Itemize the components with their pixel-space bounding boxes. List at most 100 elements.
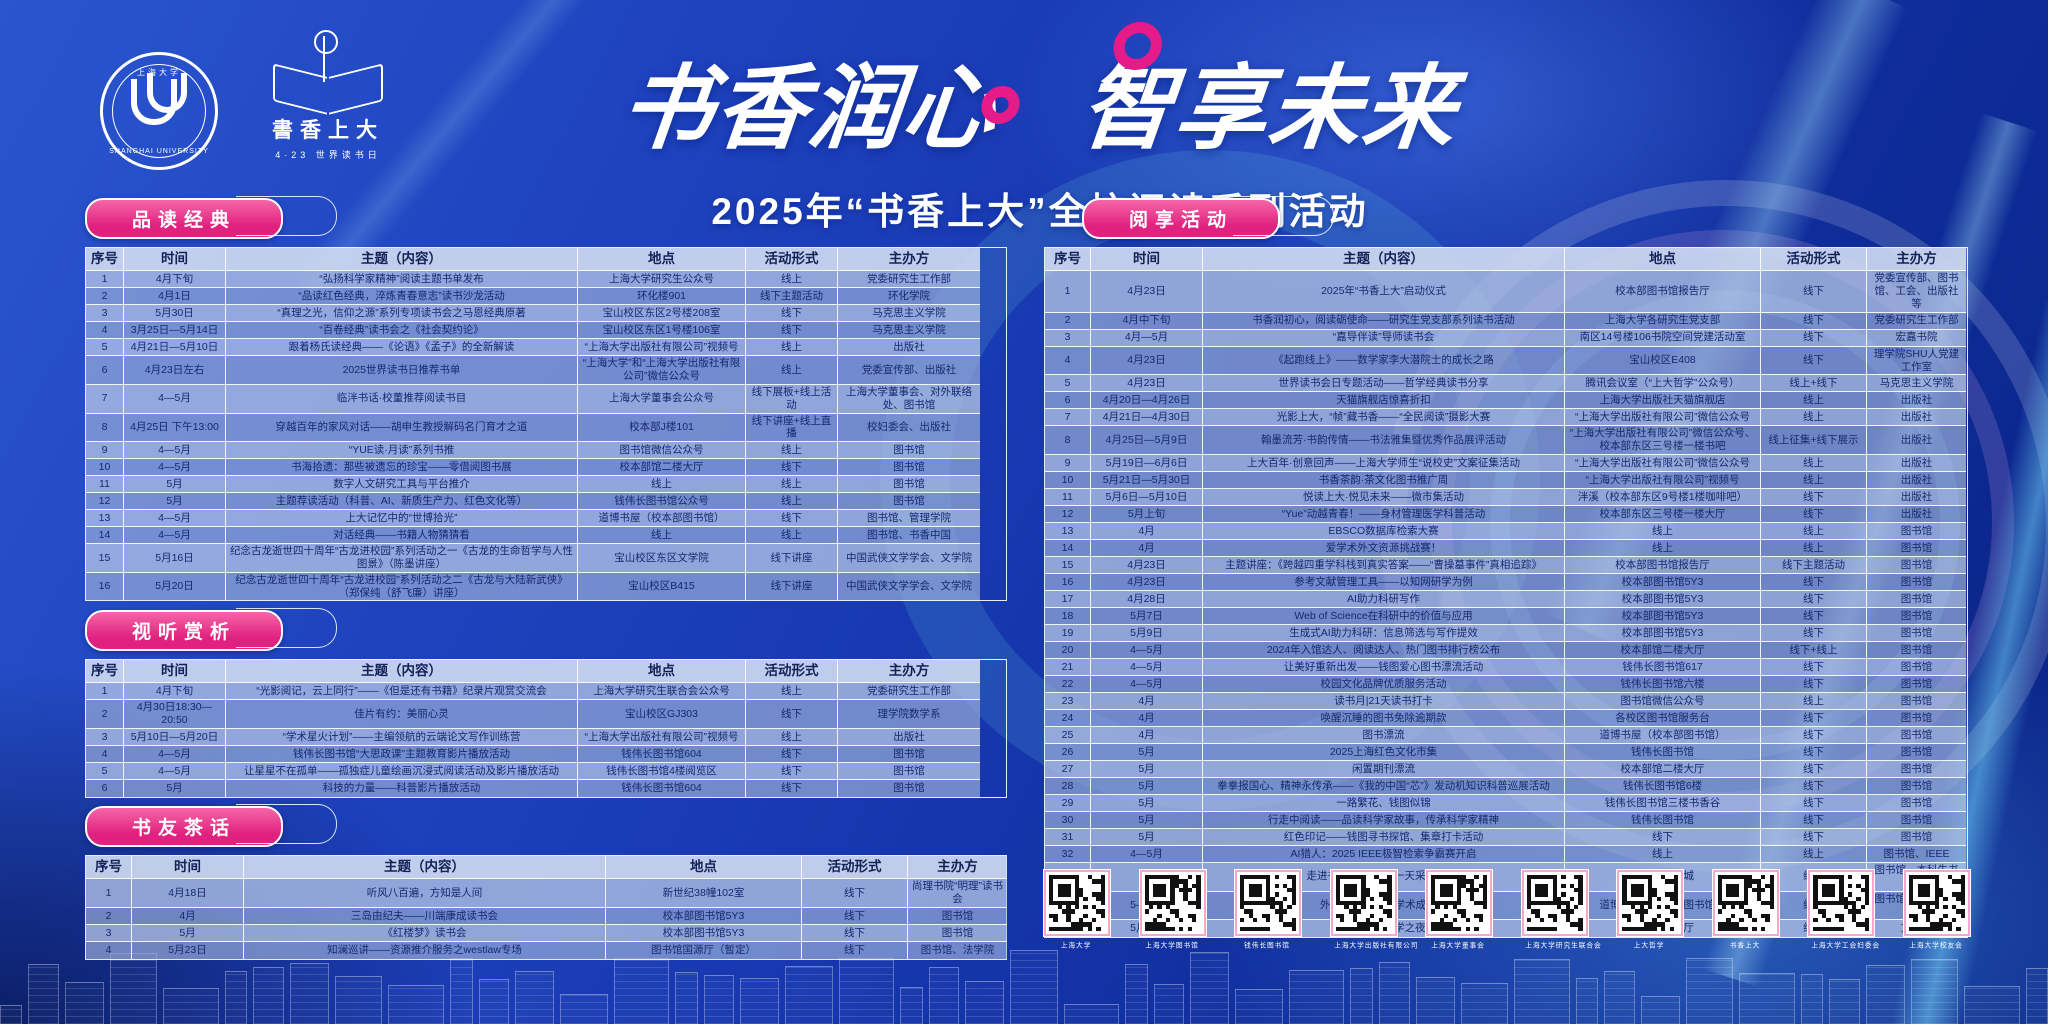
cell-topic: 书香润初心，阅读砺使命——研究生党支部系列读书活动 [1203, 312, 1565, 330]
cell-seq: 9 [86, 442, 124, 460]
cell-location: 线上 [1565, 540, 1761, 558]
cell-topic: 唤醒沉睡的图书免除逾期款 [1203, 710, 1565, 728]
skyline-building [1575, 978, 1598, 1024]
cell-topic: 光影上大，“帧”藏书香——“全民阅读”摄影大赛 [1203, 409, 1565, 427]
table-row: 9 4—5月 “YUE读·月读”系列书推 图书馆微信公众号 线上 图书馆 [86, 442, 1006, 460]
cell-location: 道博书屋（校本部图书馆） [578, 510, 746, 528]
cell-seq: 20 [1045, 642, 1091, 660]
cell-host: 图书馆 [1867, 812, 1966, 830]
cell-location: 校本部图书馆报告厅 [1565, 271, 1761, 313]
cell-seq: 3 [86, 729, 124, 747]
cell-host: 出版社 [1867, 489, 1966, 507]
cell-seq: 2 [86, 700, 124, 730]
cell-location: “上海大学出版社有限公司”微信公众号、校本部东区三号楼一楼书吧 [1565, 426, 1761, 456]
cell-format: 线下 [1761, 271, 1867, 313]
cell-format: 线上 [746, 527, 838, 545]
cell-location: 钱伟长图书馆公众号 [578, 493, 746, 511]
skyline-building [1685, 958, 1733, 1024]
cell-seq: 2 [1045, 312, 1091, 330]
cell-location: 线下 [1565, 829, 1761, 847]
cell-host: 中国武侠文学学会、文学院 [838, 572, 980, 601]
cell-time: 4月23日 [1091, 346, 1203, 376]
skyline-building [1603, 971, 1635, 1024]
cell-time: 4月18日 [132, 879, 244, 909]
cell-topic: 2024年入馆达人、阅读达人、热门图书排行榜公布 [1203, 642, 1565, 660]
cell-time: 4—5月 [124, 746, 226, 764]
cell-host: 图书馆 [1867, 727, 1966, 745]
cell-host: 中国武侠文学学会、文学院 [838, 544, 980, 573]
cell-location: 校本部图书馆5Y3 [1565, 625, 1761, 643]
cell-seq: 1 [86, 879, 132, 909]
cell-host: 出版社 [1867, 409, 1966, 427]
reading-festival-logo: 書香上大 4·23 世界读书日 [248, 30, 408, 161]
table-row: 11 5月6日—5月10日 悦读上大·悦见未来——微市集活动 泮溪（校本部东区9号楼1… [1045, 489, 1967, 507]
skyline-building [900, 987, 923, 1024]
cell-format: 线下 [1761, 812, 1867, 830]
cell-format: 线上征集+线下展示 [1761, 426, 1867, 456]
cell-seq: 22 [1045, 676, 1091, 694]
skyline-building [450, 958, 473, 1024]
cell-topic: AI助力科研写作 [1203, 591, 1565, 609]
cell-seq: 5 [86, 339, 124, 357]
table-row: 24 4月 唤醒沉睡的图书免除逾期款 各校区图书馆服务台 线下 图书馆 [1045, 710, 1967, 728]
cell-seq: 1 [86, 271, 124, 289]
table-row: 3 5月 《红楼梦》读书会 校本部图书馆5Y3 线下 图书馆 [86, 925, 1007, 943]
cell-seq: 26 [1045, 744, 1091, 762]
cell-format: 线下 [746, 305, 838, 323]
cell-seq: 30 [1045, 812, 1091, 830]
cell-format: 线上 [1761, 409, 1867, 427]
table-row: 23 4月 读书月|21天读书打卡 图书馆微信公众号 线上 图书馆 [1045, 693, 1967, 711]
cell-topic: “Yue”动越青春！——身材管理医学科普活动 [1203, 506, 1565, 524]
cell-seq: 4 [86, 942, 132, 960]
cell-host: 尚理书院“明理”读书会 [908, 879, 1007, 909]
cell-time: 5月 [124, 493, 226, 511]
skyline-building [253, 967, 285, 1024]
cell-time: 4月下旬 [124, 271, 226, 289]
cell-time: 4—5月 [1091, 846, 1203, 864]
skyline-building [0, 1005, 23, 1024]
schedule-table: 序号 时间 主题（内容） 地点 活动形式 主办方 1 4月下旬 “光影阅记，云上同行”——《但是… [85, 659, 1007, 799]
cell-topic: “YUE读·月读”系列书推 [226, 442, 578, 460]
cell-time: 4月 [1091, 523, 1203, 541]
cell-host: 图书馆 [838, 459, 980, 477]
cell-time: 5月 [1091, 761, 1203, 779]
table-row: 3 4月—5月 “嘉导伴读”导师读书会 南区14号楼106书院空间党建活动室 线下 宏嘉书… [1045, 329, 1967, 347]
cell-topic: 跟着杨氏读经典——《论语》《孟子》的全新解读 [226, 339, 578, 357]
cell-host: 图书馆 [1867, 744, 1966, 762]
seal-u-emblem [131, 73, 187, 125]
cell-topic: 行走中阅读——品读科学家故事，传承科学家精神 [1203, 812, 1565, 830]
cell-seq: 10 [86, 459, 124, 477]
cell-location: 钱伟长图书馆 [1565, 744, 1761, 762]
cell-host: 党委研究生工作部 [838, 683, 980, 701]
qr-pattern [1711, 869, 1780, 937]
main-title: 书香润心 智享未来 [533, 22, 1547, 167]
qr-label: 上海大学 [1060, 941, 1092, 950]
cell-format: 线下 [746, 746, 838, 764]
qr-pattern [1520, 869, 1589, 937]
cell-seq: 6 [86, 356, 124, 386]
qr-code: 上海大学研究生联合会 [1520, 869, 1601, 951]
cell-topic: 三岛由纪夫——川端康成读书会 [244, 908, 606, 926]
cell-seq: 14 [1045, 540, 1091, 558]
cell-topic: “嘉导伴读”导师读书会 [1203, 329, 1565, 347]
cell-location: 上海大学各研究生党支部 [1565, 312, 1761, 330]
cell-seq: 7 [86, 385, 124, 414]
qr-label: 上海大学图书馆 [1144, 941, 1199, 950]
cell-topic: 佳片有约：美丽心灵 [226, 700, 578, 730]
skyline-building [1738, 973, 1795, 1024]
cell-host: 出版社 [838, 729, 980, 747]
header-cell: 时间 [1091, 248, 1203, 272]
skyline-building [1460, 983, 1508, 1024]
cell-time: 4—5月 [124, 510, 226, 528]
cell-format: 线下 [802, 942, 908, 960]
cell-format: 线下 [1761, 329, 1867, 347]
header-cell: 主办方 [908, 856, 1007, 880]
cell-topic: 书海拾遗：那些被遗忘的珍宝——零借阅图书展 [226, 459, 578, 477]
header-cell: 序号 [1045, 248, 1091, 272]
cell-location: 校本部馆二楼大厅 [578, 459, 746, 477]
cell-location: 图书馆国源厅（暂定） [606, 942, 802, 960]
cell-host: 党委宣传部、出版社 [838, 356, 980, 386]
cell-seq: 1 [1045, 271, 1091, 313]
cell-format: 线下展板+线上活动 [746, 385, 838, 414]
cell-host: 图书馆 [1867, 693, 1966, 711]
